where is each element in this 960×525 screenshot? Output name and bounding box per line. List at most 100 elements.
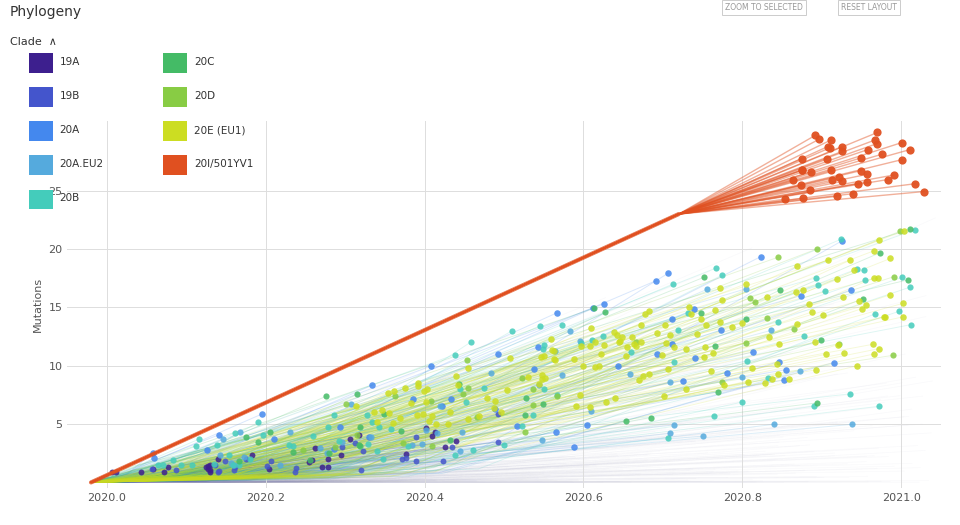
Point bbox=[405, 441, 420, 449]
Point bbox=[202, 466, 217, 474]
Point bbox=[725, 322, 740, 331]
Point bbox=[351, 440, 367, 449]
Point bbox=[251, 438, 266, 446]
Point bbox=[895, 138, 910, 146]
Text: 20E (EU1): 20E (EU1) bbox=[194, 125, 246, 135]
Point bbox=[200, 465, 215, 473]
Point bbox=[857, 276, 873, 285]
Point bbox=[535, 371, 550, 379]
Text: 20A: 20A bbox=[60, 125, 80, 135]
Point bbox=[320, 449, 335, 457]
Point bbox=[793, 181, 808, 190]
Point bbox=[709, 388, 725, 396]
Point bbox=[712, 284, 728, 292]
Point bbox=[659, 339, 674, 347]
Point bbox=[525, 384, 540, 393]
Point bbox=[370, 418, 385, 426]
Point bbox=[351, 430, 367, 439]
Point bbox=[877, 312, 893, 321]
Point bbox=[424, 412, 440, 421]
Point bbox=[597, 308, 612, 317]
Point bbox=[803, 186, 818, 195]
Point bbox=[907, 180, 923, 188]
Point bbox=[662, 377, 678, 386]
Point bbox=[355, 447, 371, 455]
Point bbox=[633, 338, 648, 347]
Point bbox=[370, 447, 385, 456]
Point bbox=[493, 408, 509, 416]
Point bbox=[282, 428, 298, 436]
Point bbox=[525, 411, 540, 419]
Point bbox=[660, 434, 676, 442]
Point bbox=[461, 414, 476, 423]
Point bbox=[454, 427, 469, 436]
Point bbox=[424, 442, 440, 450]
Point bbox=[398, 454, 414, 462]
Point bbox=[395, 455, 410, 463]
Point bbox=[535, 400, 550, 408]
Point bbox=[873, 248, 888, 257]
Point bbox=[689, 330, 705, 338]
Point bbox=[612, 338, 627, 346]
Point bbox=[550, 392, 565, 401]
Point bbox=[231, 457, 247, 466]
Point bbox=[810, 281, 826, 290]
Point bbox=[823, 143, 838, 152]
Point bbox=[334, 443, 349, 452]
Point bbox=[831, 173, 847, 181]
Point bbox=[543, 334, 559, 343]
Point bbox=[917, 187, 932, 196]
Point bbox=[108, 468, 123, 476]
Point bbox=[444, 394, 459, 403]
Point bbox=[534, 435, 549, 444]
Point bbox=[687, 354, 703, 363]
Point bbox=[738, 339, 754, 348]
Point bbox=[835, 293, 851, 301]
Point bbox=[714, 377, 730, 386]
Point bbox=[333, 451, 348, 459]
Point bbox=[618, 416, 634, 425]
Point bbox=[423, 362, 439, 370]
Point bbox=[679, 385, 694, 394]
Point bbox=[211, 430, 227, 439]
Point bbox=[326, 411, 342, 419]
Point bbox=[397, 384, 413, 392]
Point bbox=[573, 391, 588, 400]
Point bbox=[870, 128, 885, 136]
Point bbox=[699, 285, 714, 293]
Point bbox=[273, 460, 288, 469]
Point bbox=[254, 410, 270, 418]
Point bbox=[344, 400, 359, 408]
Point bbox=[532, 380, 547, 388]
Point bbox=[609, 331, 624, 339]
Point bbox=[213, 451, 228, 459]
Point bbox=[591, 362, 607, 371]
Point bbox=[843, 390, 858, 398]
Point bbox=[428, 420, 444, 428]
Point bbox=[417, 387, 432, 395]
Point bbox=[573, 342, 588, 350]
Point bbox=[665, 280, 681, 288]
Point bbox=[844, 286, 859, 294]
Point bbox=[666, 343, 682, 351]
Point bbox=[227, 429, 242, 437]
Point bbox=[319, 392, 334, 401]
Point bbox=[251, 418, 266, 427]
Point bbox=[301, 458, 317, 467]
Point bbox=[444, 443, 460, 452]
Point bbox=[824, 166, 839, 174]
Point bbox=[611, 361, 626, 370]
Point bbox=[455, 390, 470, 398]
Point bbox=[479, 393, 494, 402]
Point bbox=[907, 226, 923, 234]
Point bbox=[902, 145, 918, 154]
Point bbox=[834, 177, 850, 186]
Point bbox=[882, 291, 898, 299]
Point bbox=[795, 286, 810, 294]
Point bbox=[895, 155, 910, 164]
Point bbox=[707, 412, 722, 420]
Point bbox=[189, 442, 204, 450]
Point bbox=[326, 444, 342, 453]
Point bbox=[156, 468, 171, 476]
Point bbox=[583, 324, 598, 332]
